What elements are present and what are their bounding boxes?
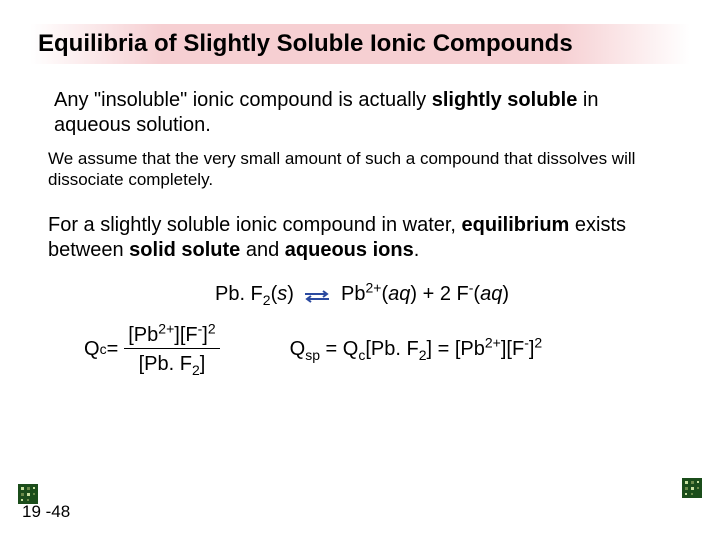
qsp-mid1-sub: 2 (419, 347, 427, 363)
title-bar: Equilibria of Slightly Soluble Ionic Com… (30, 24, 690, 64)
slide: Equilibria of Slightly Soluble Ionic Com… (0, 0, 720, 540)
eq-rhs2-sup: - (469, 279, 474, 295)
qsp-mid2-sup: 2+ (485, 334, 501, 350)
qsp-sub: sp (305, 347, 320, 363)
paragraph-2: We assume that the very small amount of … (48, 148, 670, 191)
p3-d: solid solute (129, 239, 240, 261)
p1-text-b: slightly soluble (432, 89, 578, 111)
chemical-equation: Pb. F2(s) Pb2+(aq) + 2 F-(aq) (54, 283, 670, 306)
den-sub: 2 (192, 362, 200, 378)
qc-expression: Qc = [Pb2+][F-]2 [Pb. F2] (84, 324, 220, 375)
decoration-icon-bottom-right (682, 478, 702, 498)
p3-f: aqueous ions (285, 239, 414, 261)
eq-lhs-species: Pb. F (215, 283, 263, 305)
num-pb-sup: 2+ (158, 320, 174, 336)
qsp-qc: Q (343, 338, 359, 360)
qc-equals: = (107, 338, 119, 361)
eq-rhs1-sup: 2+ (366, 279, 382, 295)
equilibrium-arrow-icon (303, 286, 331, 300)
den-close: ] (200, 353, 206, 375)
qsp-mid1: [Pb. F (365, 338, 418, 360)
qsp-end-pow: 2 (534, 334, 542, 350)
qc-fraction: [Pb2+][F-]2 [Pb. F2] (124, 324, 219, 375)
den-open: [Pb. F (139, 353, 192, 375)
qc-denominator: [Pb. F2] (139, 349, 206, 375)
eq-lhs-phase: s (277, 283, 287, 305)
p3-e: and (240, 239, 284, 261)
p3-a: For a slightly soluble ionic compound in… (48, 214, 462, 236)
decoration-icon-bottom-left (18, 484, 38, 504)
eq-rhs2-coef: 2 F (440, 283, 469, 305)
expressions-row: Qc = [Pb2+][F-]2 [Pb. F2] Qsp = Qc[Pb. F… (84, 324, 670, 375)
eq-rhs2-phase: aq (480, 283, 502, 305)
qsp-mid2: ] = [Pb (427, 338, 485, 360)
page-number: 19 -48 (22, 502, 70, 522)
num-pb: [Pb (128, 324, 158, 346)
slide-body: Any "insoluble" ionic compound is actual… (54, 88, 670, 375)
p3-b: equilibrium (462, 214, 570, 236)
num-f: [F (180, 324, 198, 346)
qc-label: Q (84, 338, 100, 361)
qsp-label: Q (290, 338, 306, 360)
qc-numerator: [Pb2+][F-]2 (124, 324, 219, 349)
eq-rhs1-phase: aq (388, 283, 410, 305)
qsp-mid3: ][F (501, 338, 524, 360)
eq-lhs-sub: 2 (263, 292, 271, 308)
paragraph-3: For a slightly soluble ionic compound in… (48, 213, 670, 263)
p3-g: . (414, 239, 420, 261)
paragraph-1: Any "insoluble" ionic compound is actual… (54, 88, 670, 138)
qsp-eq1: = (320, 338, 343, 360)
eq-rhs1-species: Pb (341, 283, 365, 305)
qsp-expression: Qsp = Qc[Pb. F2] = [Pb2+][F-]2 (290, 338, 543, 361)
num-f-pow: 2 (208, 320, 216, 336)
slide-title: Equilibria of Slightly Soluble Ionic Com… (38, 30, 573, 58)
p1-text-a: Any "insoluble" ionic compound is actual… (54, 89, 432, 111)
